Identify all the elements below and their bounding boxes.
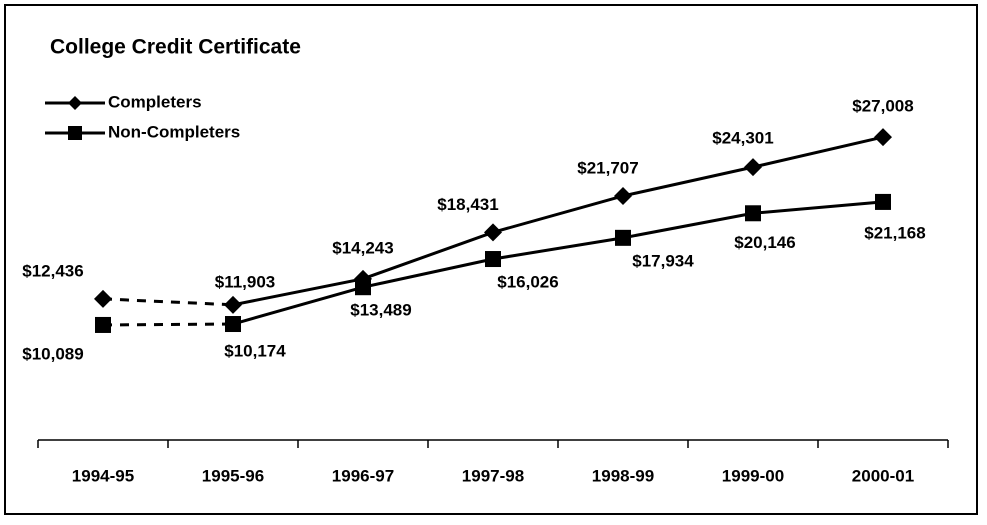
legend-marker bbox=[68, 126, 82, 140]
marker bbox=[95, 316, 111, 333]
series-line bbox=[232, 135, 884, 307]
marker bbox=[615, 229, 631, 246]
dashed-line bbox=[102, 297, 234, 307]
marker bbox=[225, 316, 241, 333]
data-label: $17,934 bbox=[632, 251, 694, 270]
data-label: $10,089 bbox=[22, 344, 83, 363]
data-label: $20,146 bbox=[734, 233, 795, 252]
marker bbox=[874, 128, 892, 147]
x-tick-label: 1998-99 bbox=[592, 466, 654, 485]
x-tick-label: 1994-95 bbox=[72, 466, 134, 485]
legend-label: Completers bbox=[108, 92, 202, 111]
marker bbox=[745, 205, 761, 222]
data-label: $16,026 bbox=[497, 273, 558, 292]
legend-label: Non-Completers bbox=[108, 122, 240, 141]
data-label: $12,436 bbox=[22, 261, 83, 280]
data-label: $24,301 bbox=[712, 129, 773, 148]
marker bbox=[614, 186, 632, 205]
marker bbox=[484, 223, 502, 242]
dashed-line bbox=[102, 322, 234, 327]
x-tick-label: 1999-00 bbox=[722, 466, 784, 485]
data-label: $21,707 bbox=[577, 158, 638, 177]
legend-marker bbox=[68, 96, 82, 110]
data-label: $11,903 bbox=[215, 272, 276, 291]
marker bbox=[485, 251, 501, 268]
marker bbox=[744, 158, 762, 177]
data-label: $27,008 bbox=[852, 97, 913, 116]
x-tick-label: 1995-96 bbox=[202, 466, 264, 485]
marker bbox=[875, 193, 891, 210]
series-line bbox=[232, 200, 884, 326]
data-label: $18,431 bbox=[437, 195, 498, 214]
chart-title: College Credit Certificate bbox=[50, 36, 301, 59]
data-label: $14,243 bbox=[332, 238, 393, 257]
marker bbox=[224, 295, 242, 314]
x-tick-label: 1996-97 bbox=[332, 466, 394, 485]
data-label: $13,489 bbox=[350, 301, 411, 320]
data-label: $21,168 bbox=[864, 223, 925, 242]
legend: Completers Non-Completers bbox=[45, 92, 240, 141]
marker bbox=[94, 289, 112, 308]
x-tick-label: 1997-98 bbox=[462, 466, 524, 485]
data-label: $10,174 bbox=[224, 341, 286, 360]
x-tick-label: 2000-01 bbox=[852, 466, 914, 485]
marker bbox=[355, 279, 371, 296]
